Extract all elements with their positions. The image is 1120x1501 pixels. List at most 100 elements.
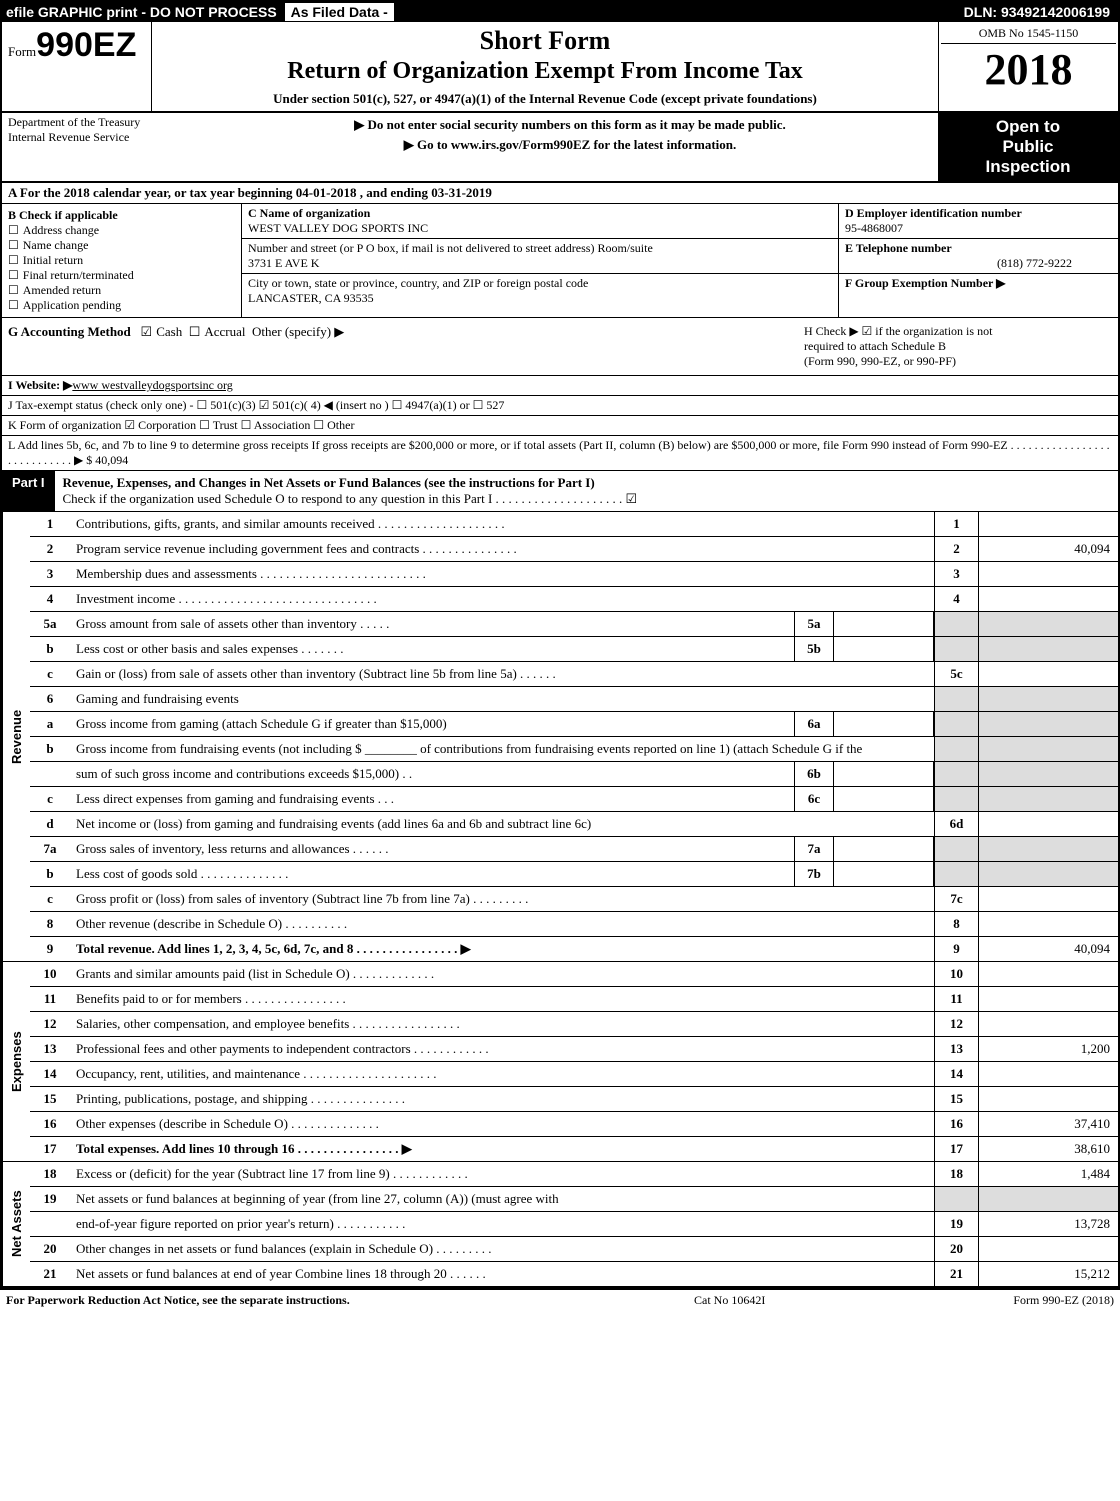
line-16-val: 37,410 — [978, 1112, 1118, 1136]
chk-cash[interactable]: Cash — [141, 324, 183, 339]
title-block: Form990EZ Short Form Return of Organizat… — [2, 22, 1118, 113]
dln-label: DLN: 93492142006199 — [956, 2, 1118, 22]
line-2-desc: Program service revenue including govern… — [70, 537, 934, 561]
line-19-box: 19 — [934, 1212, 978, 1236]
g-label: G Accounting Method — [8, 324, 131, 339]
irs-label: Internal Revenue Service — [8, 130, 196, 145]
line-14-box: 14 — [934, 1062, 978, 1086]
line-7b-desc: Less cost of goods sold . . . . . . . . … — [70, 862, 794, 886]
line-10-desc: Grants and similar amounts paid (list in… — [70, 962, 934, 986]
side-revenue: Revenue — [2, 512, 30, 961]
line-17-box: 17 — [934, 1137, 978, 1161]
chk-pending[interactable]: Application pending — [8, 298, 235, 313]
line-21-val: 15,212 — [978, 1262, 1118, 1286]
chk-name-change[interactable]: Name change — [8, 238, 235, 253]
dept-treasury: Department of the Treasury — [8, 115, 196, 130]
goto-link[interactable]: ▶ Go to www.irs.gov/Form990EZ for the la… — [206, 137, 934, 153]
chk-initial-return[interactable]: Initial return — [8, 253, 235, 268]
line-8-box: 8 — [934, 912, 978, 936]
line-19a-desc: Net assets or fund balances at beginning… — [70, 1187, 934, 1211]
line-7a-desc: Gross sales of inventory, less returns a… — [70, 837, 794, 861]
line-1-box: 1 — [934, 512, 978, 536]
line-10-val — [978, 962, 1118, 986]
line-15-box: 15 — [934, 1087, 978, 1111]
line-9-val: 40,094 — [978, 937, 1118, 961]
d-ein-label: D Employer identification number — [845, 206, 1022, 220]
line-6b-mini: 6b — [794, 762, 834, 786]
line-11-box: 11 — [934, 987, 978, 1011]
footer: For Paperwork Reduction Act Notice, see … — [0, 1290, 1120, 1311]
line-6d-val — [978, 812, 1118, 836]
line-15-val — [978, 1087, 1118, 1111]
line-13-box: 13 — [934, 1037, 978, 1061]
line-4-val — [978, 587, 1118, 611]
org-city: LANCASTER, CA 93535 — [248, 291, 374, 305]
line-5a-mini: 5a — [794, 612, 834, 636]
line-20-val — [978, 1237, 1118, 1261]
line-6b2-desc: sum of such gross income and contributio… — [70, 762, 794, 786]
line-7c-desc: Gross profit or (loss) from sales of inv… — [70, 887, 934, 911]
footer-mid: Cat No 10642I — [694, 1293, 954, 1308]
section-def: D Employer identification number95-48680… — [838, 204, 1118, 317]
line-2-val: 40,094 — [978, 537, 1118, 561]
g-other: Other (specify) ▶ — [252, 324, 344, 339]
line-5c-val — [978, 662, 1118, 686]
short-form-label: Short Form — [160, 26, 930, 56]
line-6d-box: 6d — [934, 812, 978, 836]
return-title: Return of Organization Exempt From Incom… — [160, 58, 930, 85]
line-8-desc: Other revenue (describe in Schedule O) .… — [70, 912, 934, 936]
line-1-val — [978, 512, 1118, 536]
org-street: 3731 E AVE K — [248, 256, 319, 270]
line-7c-box: 7c — [934, 887, 978, 911]
chk-address-change[interactable]: Address change — [8, 223, 235, 238]
line-11-val — [978, 987, 1118, 1011]
line-6d-desc: Net income or (loss) from gaming and fun… — [70, 812, 934, 836]
line-3-box: 3 — [934, 562, 978, 586]
line-18-box: 18 — [934, 1162, 978, 1186]
line-11-desc: Benefits paid to or for members . . . . … — [70, 987, 934, 1011]
chk-final-return[interactable]: Final return/terminated — [8, 268, 235, 283]
footer-right: Form 990-EZ (2018) — [954, 1293, 1114, 1308]
org-name: WEST VALLEY DOG SPORTS INC — [248, 221, 428, 235]
line-20-box: 20 — [934, 1237, 978, 1261]
inspection-label: Inspection — [942, 157, 1114, 177]
h-line1: H Check ▶ ☑ if the organization is not — [804, 324, 1112, 339]
c-name-label: C Name of organization — [248, 206, 370, 220]
part1-title: Revenue, Expenses, and Changes in Net As… — [63, 475, 595, 490]
form-container: efile GRAPHIC print - DO NOT PROCESS As … — [0, 0, 1120, 1290]
e-tel-label: E Telephone number — [845, 241, 952, 255]
part1-header: Part I Revenue, Expenses, and Changes in… — [2, 471, 1118, 512]
line-6c-desc: Less direct expenses from gaming and fun… — [70, 787, 794, 811]
omb-number: OMB No 1545-1150 — [941, 24, 1116, 44]
line-5b-mini: 5b — [794, 637, 834, 661]
line-6a-mini: 6a — [794, 712, 834, 736]
section-b: B Check if applicable Address change Nam… — [2, 204, 242, 317]
side-netassets: Net Assets — [2, 1162, 30, 1286]
line-13-val: 1,200 — [978, 1037, 1118, 1061]
line-16-desc: Other expenses (describe in Schedule O) … — [70, 1112, 934, 1136]
line-20-desc: Other changes in net assets or fund bala… — [70, 1237, 934, 1261]
part1-tab: Part I — [2, 471, 55, 511]
line-6c-mini: 6c — [794, 787, 834, 811]
line-12-box: 12 — [934, 1012, 978, 1036]
line-3-desc: Membership dues and assessments . . . . … — [70, 562, 934, 586]
c-city-label: City or town, state or province, country… — [248, 276, 588, 290]
line-7c-val — [978, 887, 1118, 911]
b-title: B Check if applicable — [8, 208, 118, 222]
website-link[interactable]: www westvalleydogsportsinc org — [72, 378, 232, 392]
efile-text: efile GRAPHIC print - DO NOT PROCESS — [6, 4, 277, 20]
chk-accrual[interactable]: Accrual — [189, 324, 246, 339]
netassets-section: Net Assets 18Excess or (deficit) for the… — [2, 1162, 1118, 1288]
line-7b-mini: 7b — [794, 862, 834, 886]
line-4-box: 4 — [934, 587, 978, 611]
line-4-desc: Investment income . . . . . . . . . . . … — [70, 587, 934, 611]
part1-sub: Check if the organization used Schedule … — [63, 491, 638, 506]
line-6a-desc: Gross income from gaming (attach Schedul… — [70, 712, 794, 736]
open-label: Open to — [942, 117, 1114, 137]
under-section: Under section 501(c), 527, or 4947(a)(1)… — [160, 91, 930, 107]
line-9-desc: Total revenue. Add lines 1, 2, 3, 4, 5c,… — [76, 941, 471, 956]
tax-year: 2018 — [941, 44, 1116, 95]
line-10-box: 10 — [934, 962, 978, 986]
expenses-section: Expenses 10Grants and similar amounts pa… — [2, 962, 1118, 1162]
chk-amended[interactable]: Amended return — [8, 283, 235, 298]
